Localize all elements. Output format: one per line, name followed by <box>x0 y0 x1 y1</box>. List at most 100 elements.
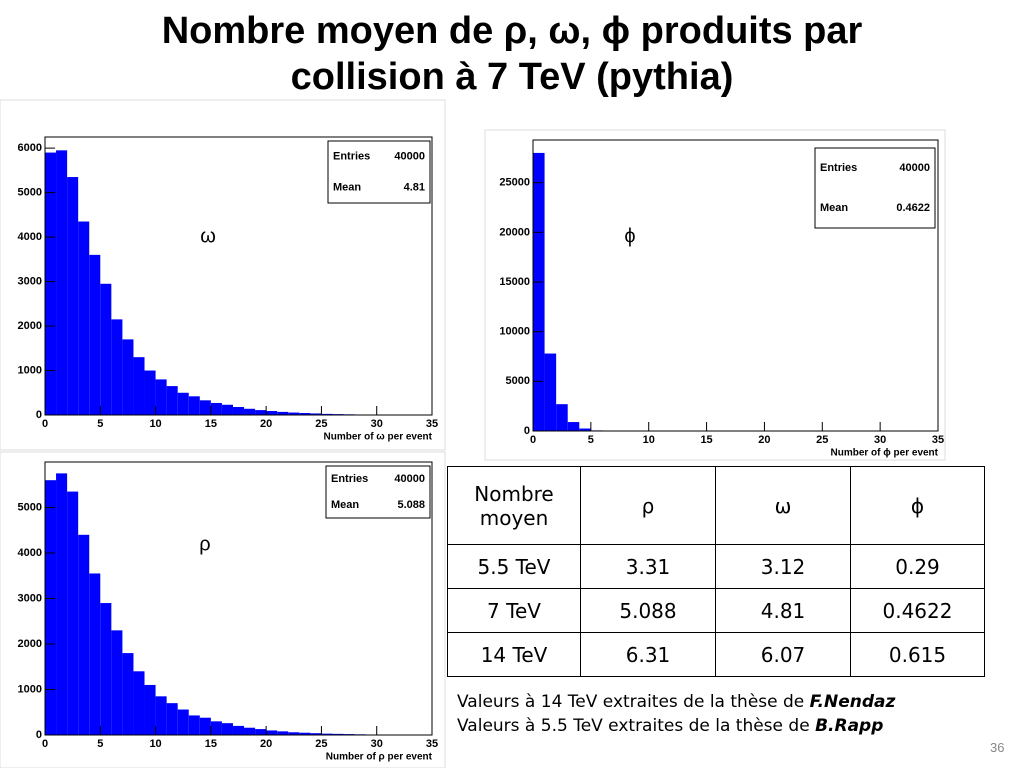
y-tick-label: 0 <box>36 409 42 421</box>
x-tick-label: 5 <box>97 738 103 750</box>
note: Valeurs à 14 TeV extraites de la thèse d… <box>457 690 895 714</box>
bar <box>244 408 256 415</box>
stats-value: 40000 <box>394 473 425 485</box>
x-tick-label: 10 <box>149 738 161 750</box>
annotation: ρ <box>199 533 210 555</box>
cell: 3.12 <box>715 544 851 589</box>
bar <box>177 392 189 415</box>
stats-label: Mean <box>820 202 848 214</box>
bar <box>232 406 245 415</box>
cell: 6.31 <box>580 632 716 677</box>
note-author: F.Nendaz <box>809 692 896 712</box>
bar <box>288 412 300 415</box>
x-tick-label: 20 <box>758 434 770 446</box>
bar <box>321 413 333 415</box>
y-tick-label: 4000 <box>18 547 42 559</box>
y-tick-label: 1000 <box>18 683 42 695</box>
bar <box>45 480 57 735</box>
cell: 0.615 <box>850 632 985 677</box>
x-tick-label: 0 <box>530 434 536 446</box>
annotation: ϕ <box>624 225 635 247</box>
bar <box>310 733 322 735</box>
bar <box>321 733 333 735</box>
cell: 6.07 <box>715 632 851 677</box>
bar <box>100 603 112 735</box>
x-tick-label: 35 <box>426 418 438 430</box>
stats-label: Entries <box>331 473 368 485</box>
x-tick-label: 25 <box>315 738 327 750</box>
y-tick-label: 3000 <box>18 592 42 604</box>
bar <box>299 412 311 415</box>
bar <box>232 725 245 735</box>
x-tick-label: 20 <box>260 738 272 750</box>
x-tick-label: 0 <box>42 738 48 750</box>
cell: 14 TeV <box>447 632 581 677</box>
bar <box>67 177 79 415</box>
bar <box>332 733 344 735</box>
cell: 0.4622 <box>850 588 985 633</box>
bar <box>277 731 289 735</box>
x-tick-label: 35 <box>426 738 438 750</box>
y-tick-label: 0 <box>36 729 42 741</box>
y-tick-label: 1000 <box>18 364 42 376</box>
bar <box>299 732 311 735</box>
x-axis-title: Number of ω per event <box>324 432 433 443</box>
x-tick-label: 15 <box>205 418 217 430</box>
stats-box <box>814 147 936 229</box>
bar <box>166 386 178 415</box>
notes: Valeurs à 14 TeV extraites de la thèse d… <box>457 690 895 738</box>
cell: ρ <box>580 466 716 545</box>
x-tick-label: 30 <box>874 434 886 446</box>
y-tick-label: 6000 <box>18 142 42 154</box>
stats-box <box>327 140 431 204</box>
y-tick-label: 25000 <box>499 177 530 189</box>
bar <box>144 370 156 415</box>
bar <box>579 428 591 431</box>
bar <box>266 410 278 415</box>
bar <box>111 630 123 735</box>
x-tick-label: 25 <box>315 418 327 430</box>
x-tick-label: 10 <box>149 418 161 430</box>
plot-frame <box>44 136 433 416</box>
bar <box>210 721 222 735</box>
bar <box>177 709 189 735</box>
bar <box>122 653 134 735</box>
bar <box>188 715 200 735</box>
bar <box>78 534 90 735</box>
cell: 4.81 <box>715 588 851 633</box>
note-text: Valeurs à 14 TeV extraites de la thèse d… <box>457 692 810 712</box>
cell: 3.31 <box>580 544 716 589</box>
bar <box>155 379 167 415</box>
bar <box>199 717 211 735</box>
y-tick-label: 5000 <box>18 501 42 513</box>
x-tick-label: 10 <box>643 434 655 446</box>
y-tick-label: 3000 <box>18 275 42 287</box>
bar <box>56 150 68 415</box>
note-author: B.Rapp <box>815 716 884 736</box>
x-axis-title: Number of ρ per event <box>326 752 433 763</box>
cell: 5.088 <box>580 588 716 633</box>
y-tick-label: 5000 <box>506 375 530 387</box>
x-tick-label: 15 <box>205 738 217 750</box>
x-tick-label: 30 <box>371 418 383 430</box>
stats-label: Mean <box>331 499 359 511</box>
plot-frame <box>532 139 939 432</box>
bar <box>567 422 580 431</box>
bar <box>221 404 233 415</box>
x-tick-label: 15 <box>700 434 712 446</box>
bar <box>45 152 57 415</box>
cell: 0.29 <box>850 544 985 589</box>
title-line: Nombre moyen de ρ, ω, ϕ produits par <box>161 10 863 52</box>
stats-value: 40000 <box>394 150 425 162</box>
y-tick-label: 0 <box>524 425 530 437</box>
bar <box>67 491 79 735</box>
annotation: ω <box>200 225 216 247</box>
bar <box>133 671 145 735</box>
bar <box>199 400 211 415</box>
x-tick-label: 0 <box>42 418 48 430</box>
cell: 5.5 TeV <box>447 544 581 589</box>
bar <box>166 703 178 735</box>
bar <box>210 402 222 415</box>
cell: 7 TeV <box>447 588 581 633</box>
x-tick-label: 25 <box>816 434 828 446</box>
